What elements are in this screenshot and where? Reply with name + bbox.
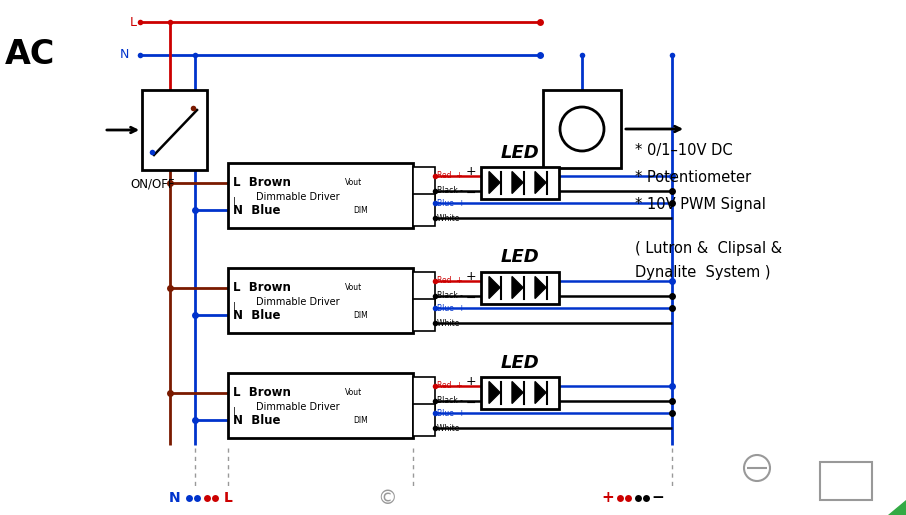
Bar <box>142 90 207 170</box>
Text: LED: LED <box>501 249 539 266</box>
Bar <box>228 163 413 228</box>
Bar <box>413 299 435 332</box>
Text: −: − <box>466 292 477 305</box>
Text: ON/OFF: ON/OFF <box>130 178 175 191</box>
Polygon shape <box>489 382 500 403</box>
Text: Black -: Black - <box>437 396 463 405</box>
Bar <box>413 166 435 198</box>
Polygon shape <box>512 171 523 194</box>
Polygon shape <box>535 382 546 403</box>
Bar <box>481 166 559 198</box>
Text: Black -: Black - <box>437 291 463 300</box>
Polygon shape <box>512 382 523 403</box>
Text: Dimmable Driver: Dimmable Driver <box>256 402 340 412</box>
Text: Blue  +: Blue + <box>437 409 465 418</box>
Text: LED: LED <box>501 353 539 371</box>
Text: N: N <box>169 491 181 505</box>
Polygon shape <box>535 277 546 299</box>
Text: N  Blue: N Blue <box>233 204 281 217</box>
Text: N  Blue: N Blue <box>233 414 281 427</box>
Bar <box>413 376 435 408</box>
Text: L  Brown: L Brown <box>233 281 291 294</box>
Bar <box>228 373 413 438</box>
Text: Blue  +: Blue + <box>437 199 465 208</box>
Polygon shape <box>888 500 906 515</box>
Text: N  Blue: N Blue <box>233 309 281 322</box>
Text: Blue  +: Blue + <box>437 304 465 313</box>
Text: −: − <box>466 187 477 200</box>
Polygon shape <box>535 171 546 194</box>
Text: White -: White - <box>437 214 465 223</box>
Bar <box>413 195 435 227</box>
Text: −: − <box>651 490 664 506</box>
Text: * 0/1–10V DC: * 0/1–10V DC <box>635 143 733 158</box>
Text: ( Lutron &  Clipsal &: ( Lutron & Clipsal & <box>635 241 782 255</box>
Text: Vout: Vout <box>345 388 362 397</box>
Text: +: + <box>466 375 477 388</box>
Text: DIM: DIM <box>353 311 368 320</box>
Text: |: | <box>233 302 236 311</box>
Text: L: L <box>224 491 233 505</box>
Text: * 10V PWM Signal: * 10V PWM Signal <box>635 197 766 212</box>
Bar <box>413 271 435 303</box>
Text: Black -: Black - <box>437 186 463 195</box>
Bar <box>543 90 621 168</box>
Text: Dimmable Driver: Dimmable Driver <box>256 297 340 307</box>
Text: DIM: DIM <box>353 416 368 425</box>
Text: |: | <box>233 197 236 207</box>
Text: +: + <box>602 490 614 506</box>
Text: L  Brown: L Brown <box>233 176 291 189</box>
Bar <box>481 271 559 303</box>
Polygon shape <box>489 171 500 194</box>
Text: White -: White - <box>437 424 465 433</box>
Text: Vout: Vout <box>345 283 362 292</box>
Text: −: − <box>466 397 477 410</box>
Text: LED: LED <box>501 144 539 162</box>
Bar <box>481 376 559 408</box>
Text: * Potentiometer: * Potentiometer <box>635 169 751 184</box>
Text: White -: White - <box>437 319 465 328</box>
Text: |: | <box>233 407 236 416</box>
Bar <box>413 404 435 436</box>
Text: Dynalite  System ): Dynalite System ) <box>635 265 770 280</box>
Text: Red  +: Red + <box>437 171 463 180</box>
Polygon shape <box>489 277 500 299</box>
Text: +: + <box>466 165 477 178</box>
Text: +: + <box>466 270 477 283</box>
Text: Dimmable Driver: Dimmable Driver <box>256 192 340 202</box>
Text: Vout: Vout <box>345 178 362 187</box>
Text: AC: AC <box>5 39 55 72</box>
Bar <box>820 462 872 500</box>
Polygon shape <box>512 277 523 299</box>
Text: DIM: DIM <box>353 206 368 215</box>
Text: L: L <box>130 15 137 28</box>
Bar <box>228 268 413 333</box>
Text: Red  +: Red + <box>437 381 463 390</box>
Text: ©: © <box>377 489 397 507</box>
Text: Red  +: Red + <box>437 276 463 285</box>
Text: L  Brown: L Brown <box>233 386 291 399</box>
Text: N: N <box>120 48 130 61</box>
